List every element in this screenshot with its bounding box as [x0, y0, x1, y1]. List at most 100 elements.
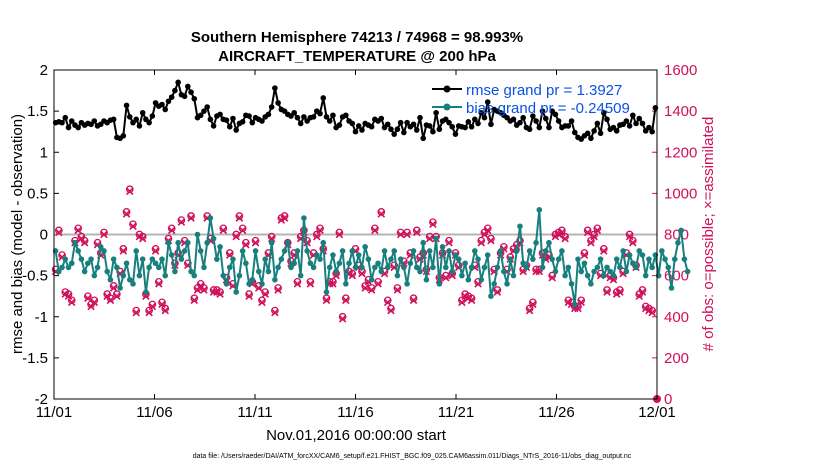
obs-possible-marker — [167, 224, 176, 233]
obs-assimilated-marker — [561, 234, 569, 243]
rmse-point — [217, 111, 223, 118]
y-right-tick-label: 400 — [664, 309, 689, 326]
y-axis-right-label: # of obs: o=possible; ×=assimilated — [700, 117, 717, 352]
obs-possible-marker — [145, 306, 153, 315]
rmse-point — [546, 124, 552, 131]
rmse-point — [185, 83, 191, 90]
bias-point — [671, 256, 678, 262]
obs-possible-marker — [177, 216, 186, 224]
bias-point — [301, 215, 307, 221]
rmse-point — [623, 118, 630, 124]
bias-point — [65, 264, 72, 271]
bias-point — [181, 248, 188, 254]
obs-assimilated-marker — [109, 284, 118, 292]
bias-point — [249, 276, 256, 283]
obs-possible-marker — [67, 296, 76, 305]
rmse-point — [223, 117, 230, 123]
obs-possible-marker — [593, 224, 602, 233]
obs-assimilated-marker — [90, 298, 99, 307]
obs-assimilated-marker — [142, 292, 150, 300]
rmse-point — [436, 126, 443, 133]
bias-point — [320, 239, 327, 246]
rmse-point — [336, 122, 343, 128]
bias-point — [491, 281, 497, 287]
obs-assimilated-marker — [190, 296, 199, 305]
bias-point — [636, 248, 643, 254]
obs-possible-marker — [219, 224, 228, 233]
rmse-point — [330, 112, 336, 119]
obs-possible-marker — [251, 236, 260, 245]
obs-possible-marker — [577, 296, 586, 305]
rmse-point — [391, 131, 397, 137]
obs-assimilated-marker — [100, 230, 108, 239]
bias-point — [307, 260, 314, 267]
rmse-point — [352, 128, 359, 135]
obs-possible-marker — [390, 261, 399, 270]
bias-point — [333, 268, 339, 275]
rmse-point — [594, 120, 601, 127]
bias-point — [159, 256, 165, 262]
bias-point — [662, 256, 668, 262]
bias-point — [362, 244, 368, 250]
obs-possible-marker — [225, 249, 234, 257]
bias-point — [314, 252, 320, 258]
rmse-point — [384, 121, 391, 128]
obs-assimilated-marker — [377, 210, 386, 218]
rmse-point — [368, 123, 375, 130]
bias-point — [239, 248, 246, 254]
obs-assimilated-marker — [493, 288, 502, 296]
obs-possible-marker — [370, 224, 379, 233]
bias-point — [604, 264, 610, 271]
obs-possible-marker — [119, 245, 128, 253]
obs-assimilated-marker — [371, 226, 379, 235]
rmse-point — [484, 99, 491, 105]
bias-point — [146, 264, 152, 271]
rmse-point — [597, 130, 604, 137]
rmse-point — [65, 124, 72, 131]
rmse-point — [126, 114, 133, 120]
bias-point — [104, 268, 111, 275]
bias-point — [210, 235, 217, 242]
rmse-point — [275, 100, 281, 106]
bias-point — [81, 268, 88, 275]
rmse-point — [201, 108, 207, 114]
rmse-point — [465, 119, 472, 125]
rmse-point — [349, 120, 356, 127]
obs-possible-marker — [242, 238, 250, 247]
obs-assimilated-marker — [425, 234, 434, 243]
bias-point — [430, 264, 436, 271]
obs-possible-marker — [558, 226, 566, 235]
obs-assimilated-marker — [200, 286, 208, 294]
obs-assimilated-marker — [616, 288, 624, 296]
bias-point — [426, 248, 433, 254]
bias-point — [530, 256, 536, 262]
obs-possible-marker — [590, 230, 598, 239]
obs-possible-marker — [151, 245, 160, 253]
bias-point — [423, 276, 430, 283]
rmse-point — [133, 116, 140, 123]
obs-assimilated-marker — [242, 241, 250, 249]
rmse-point — [404, 119, 410, 126]
bias-point — [291, 260, 298, 267]
rmse-point — [478, 109, 485, 116]
bias-point — [588, 281, 594, 287]
x-tick-label: 11/26 — [538, 404, 574, 421]
obs-assimilated-marker — [342, 296, 350, 305]
bias-point — [600, 272, 607, 279]
rmse-point — [378, 115, 385, 122]
obs-assimilated-marker — [638, 288, 647, 296]
bias-point — [233, 289, 239, 295]
bias-point — [78, 256, 85, 262]
rmse-point — [268, 104, 275, 110]
obs-assimilated-marker — [590, 232, 598, 241]
x-tick-label: 11/06 — [136, 404, 172, 421]
bias-point — [101, 248, 107, 254]
rmse-point — [175, 79, 181, 86]
obs-assimilated-marker — [580, 251, 589, 259]
rmse-point — [555, 118, 562, 124]
y-left-tick-label: 0 — [40, 227, 48, 244]
obs-assimilated-marker — [409, 296, 418, 305]
bias-point — [417, 268, 423, 275]
bias-point — [523, 264, 530, 271]
